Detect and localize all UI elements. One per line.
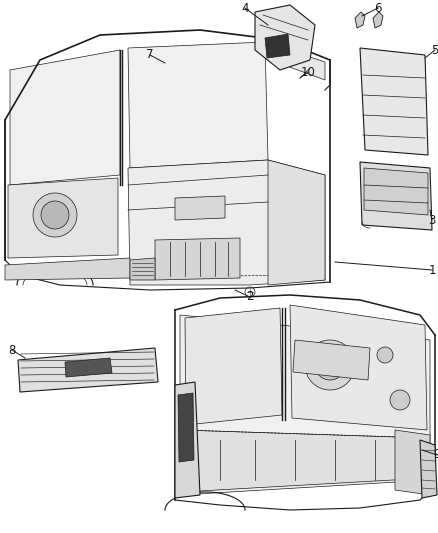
Polygon shape bbox=[360, 162, 432, 230]
Polygon shape bbox=[130, 258, 155, 280]
Text: 8: 8 bbox=[8, 343, 16, 357]
Text: 7: 7 bbox=[146, 49, 154, 61]
Polygon shape bbox=[18, 348, 158, 392]
Circle shape bbox=[33, 193, 77, 237]
Polygon shape bbox=[265, 34, 290, 58]
Polygon shape bbox=[155, 238, 240, 280]
Text: 2: 2 bbox=[246, 290, 254, 303]
Polygon shape bbox=[10, 50, 120, 185]
Text: 6: 6 bbox=[374, 2, 382, 14]
Polygon shape bbox=[355, 12, 365, 28]
Polygon shape bbox=[293, 340, 370, 380]
Polygon shape bbox=[8, 178, 118, 258]
Circle shape bbox=[315, 350, 345, 380]
Polygon shape bbox=[265, 42, 325, 80]
Circle shape bbox=[377, 347, 393, 363]
Polygon shape bbox=[420, 440, 437, 498]
Polygon shape bbox=[175, 382, 200, 498]
Polygon shape bbox=[373, 12, 383, 28]
Text: 1: 1 bbox=[428, 263, 436, 277]
Polygon shape bbox=[182, 430, 428, 492]
Polygon shape bbox=[128, 42, 268, 168]
Text: 10: 10 bbox=[300, 66, 315, 78]
Text: 3: 3 bbox=[428, 214, 436, 227]
Polygon shape bbox=[290, 305, 427, 430]
Polygon shape bbox=[268, 160, 325, 285]
Circle shape bbox=[305, 340, 355, 390]
Polygon shape bbox=[180, 315, 430, 495]
Polygon shape bbox=[255, 5, 315, 70]
Polygon shape bbox=[5, 258, 130, 280]
Polygon shape bbox=[175, 196, 225, 220]
Polygon shape bbox=[65, 358, 112, 377]
Polygon shape bbox=[178, 393, 194, 462]
Polygon shape bbox=[128, 160, 325, 285]
Circle shape bbox=[41, 201, 69, 229]
Polygon shape bbox=[185, 308, 282, 425]
Text: 4: 4 bbox=[241, 2, 249, 14]
Polygon shape bbox=[364, 168, 428, 215]
Polygon shape bbox=[360, 48, 428, 155]
Circle shape bbox=[390, 390, 410, 410]
Text: 9: 9 bbox=[433, 448, 438, 462]
Text: 5: 5 bbox=[431, 44, 438, 56]
Polygon shape bbox=[395, 430, 430, 495]
